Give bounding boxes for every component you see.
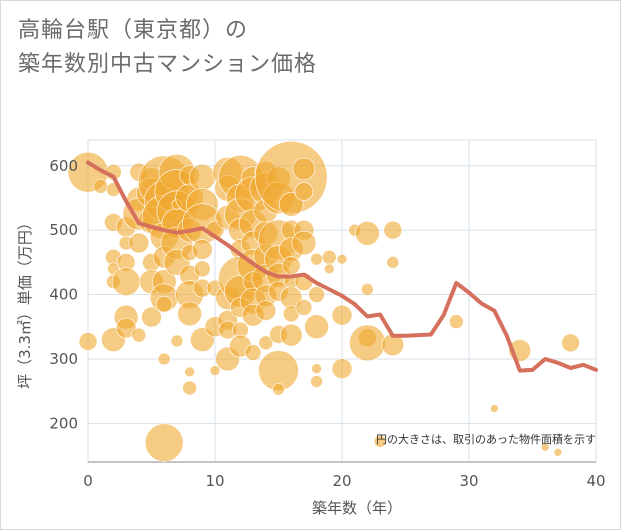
bubble-point — [291, 230, 317, 256]
bubble-point — [310, 252, 323, 266]
bubble-point — [386, 256, 400, 269]
bubble-size-note: 円の大きさは、取引のあった物件面積を示す — [376, 432, 596, 446]
bubble-point — [258, 335, 274, 351]
y-tick-label: 200 — [49, 414, 78, 432]
bubble-point — [244, 344, 262, 361]
bubble-point — [349, 324, 386, 362]
chart-title-line1: 高輪台駅（東京都）の — [18, 18, 249, 43]
bubble-point — [131, 327, 147, 343]
bubble-point — [336, 253, 348, 265]
bubble-point — [78, 332, 98, 351]
bubble-point — [128, 232, 150, 254]
x-tick-label: 10 — [205, 472, 224, 490]
bubble-point — [184, 366, 195, 378]
bubble-point — [141, 306, 162, 328]
bubble-point — [373, 435, 387, 448]
bubble-point — [192, 239, 213, 260]
bubble-point — [255, 300, 277, 321]
bubble-point — [189, 164, 216, 191]
bubble-point — [310, 375, 323, 388]
bubble-point — [294, 182, 314, 201]
bubble-point — [323, 263, 335, 275]
bubble-point — [272, 382, 285, 396]
bubble-point — [182, 380, 197, 396]
x-axis-label: 築年数（年） — [312, 499, 402, 517]
y-tick-label: 600 — [49, 157, 78, 175]
y-axis-label: 坪（3.3㎡）単価（万円） — [16, 215, 34, 389]
bubble-point — [553, 448, 563, 457]
bubble-point — [115, 317, 137, 339]
bubble-point — [355, 221, 380, 246]
bubble-point — [157, 352, 171, 366]
chart-title: 高輪台駅（東京都）の 築年数別中古マンション価格 — [18, 14, 317, 82]
chart-title-line2: 築年数別中古マンション価格 — [18, 52, 318, 77]
average-line-layer — [86, 160, 598, 373]
bubble-point — [209, 365, 221, 376]
x-tick-label: 20 — [332, 472, 351, 490]
bubble-point — [331, 304, 353, 326]
bubble-point — [304, 314, 329, 340]
bubble-point — [540, 442, 550, 452]
bubble-point — [311, 363, 322, 374]
bubble-point — [155, 295, 173, 313]
bubble-point — [321, 249, 337, 265]
y-tick-label: 300 — [49, 350, 78, 368]
y-tick-label: 500 — [49, 221, 78, 239]
bubble-point — [490, 404, 499, 413]
bubble-point — [278, 192, 304, 217]
bubble-point — [279, 323, 303, 347]
x-tick-label: 40 — [586, 472, 605, 490]
bubble-point — [331, 358, 353, 379]
bubble-point — [308, 286, 325, 303]
bubble-point — [281, 256, 301, 275]
bubble-point — [383, 220, 403, 240]
bubble-point — [144, 423, 184, 462]
average-price-line — [86, 160, 598, 373]
bubble-point — [177, 301, 202, 327]
bubble-point — [292, 157, 316, 181]
axis-ticks: 0 10 20 30 40 200 300 400 500 600 — [49, 157, 605, 490]
x-tick-label: 30 — [459, 472, 478, 490]
bubble-point — [361, 283, 374, 296]
bubble-point — [194, 260, 211, 278]
bubble-point — [111, 267, 141, 296]
bubble-point — [170, 334, 184, 348]
bubble-point — [561, 333, 580, 353]
bubble-point — [448, 314, 464, 329]
bubble-layer — [67, 141, 580, 462]
y-tick-label: 400 — [49, 286, 78, 304]
x-tick-label: 0 — [83, 472, 93, 490]
bubble-point — [93, 179, 108, 194]
bubble-point — [295, 299, 313, 316]
